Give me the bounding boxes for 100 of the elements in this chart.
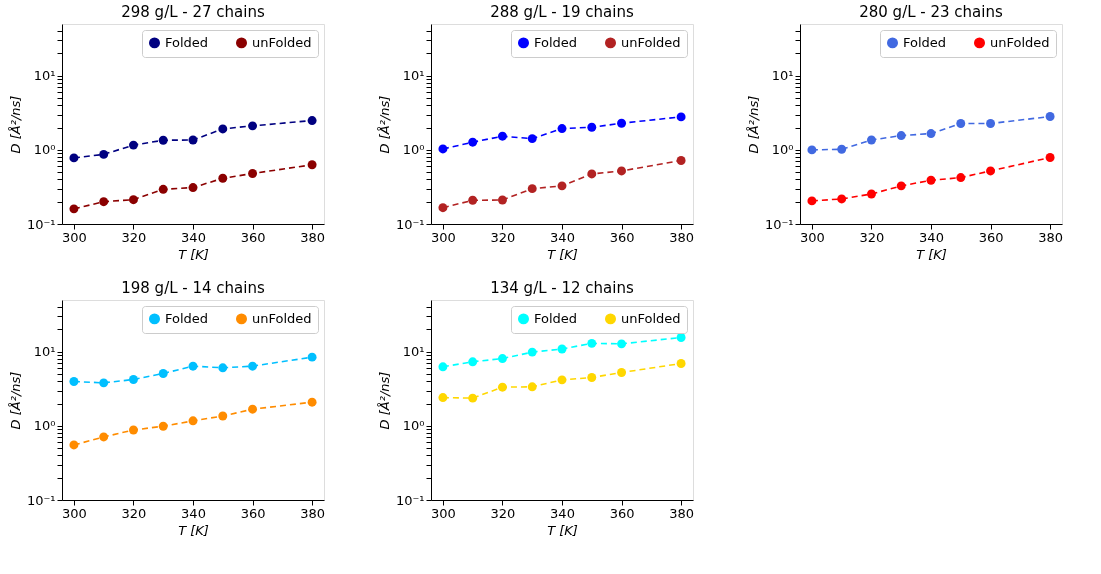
point: [468, 357, 478, 367]
point: [587, 122, 597, 132]
x-tick-label: 380: [669, 505, 695, 521]
point: [128, 140, 138, 150]
point: [807, 196, 817, 206]
x-tick-label: 300: [62, 229, 87, 245]
point: [676, 333, 686, 342]
point: [956, 119, 966, 128]
point: [99, 197, 109, 207]
point: [438, 144, 448, 154]
point: [676, 359, 686, 368]
point: [128, 375, 138, 384]
point: [896, 131, 906, 141]
y-tick-label: 10⁻¹: [395, 216, 425, 232]
legend-label: unFolded: [621, 310, 681, 326]
point: [676, 156, 686, 165]
chart-title: 198 g/L - 14 chains: [121, 279, 265, 297]
legend-label: Folded: [903, 34, 947, 50]
y-tick-label: 10¹: [402, 68, 425, 84]
x-tick-label: 300: [431, 229, 456, 245]
y-tick-label: 10⁰: [771, 142, 794, 158]
point: [557, 344, 567, 354]
point: [1045, 112, 1055, 121]
point: [617, 368, 627, 377]
y-axis-title: D [Å²/ns]: [376, 371, 392, 430]
point: [218, 173, 228, 183]
point: [926, 175, 936, 185]
x-tick-label: 300: [800, 229, 825, 245]
legend-label: unFolded: [252, 34, 312, 50]
point: [69, 153, 79, 163]
point: [69, 440, 79, 450]
point: [307, 397, 317, 407]
point: [188, 416, 198, 426]
y-tick-label: 10⁰: [33, 142, 56, 158]
x-tick-label: 340: [550, 229, 575, 245]
y-tick-label: 10⁻¹: [26, 492, 56, 508]
point: [218, 124, 228, 134]
x-tick-label: 380: [669, 229, 695, 245]
x-tick-label: 360: [240, 229, 266, 245]
point: [497, 131, 507, 141]
y-tick-label: 10¹: [33, 68, 56, 84]
x-tick-label: 320: [490, 505, 516, 521]
x-axis-title: T [K]: [178, 246, 209, 262]
point: [587, 169, 597, 179]
legend-label: Folded: [534, 310, 578, 326]
point: [956, 173, 966, 183]
point: [438, 362, 448, 372]
x-tick-label: 300: [62, 505, 87, 521]
legend-label: Folded: [534, 34, 578, 50]
x-tick-label: 380: [300, 229, 325, 245]
x-tick-label: 360: [240, 505, 266, 521]
legend-label: unFolded: [621, 34, 681, 50]
point: [69, 377, 79, 386]
point: [218, 411, 228, 421]
point: [188, 361, 198, 371]
legend-label: Folded: [165, 310, 209, 326]
point: [837, 194, 847, 204]
point: [307, 352, 317, 362]
x-tick-label: 320: [859, 229, 885, 245]
point: [1045, 153, 1055, 162]
point: [587, 373, 597, 382]
x-tick-label: 320: [121, 505, 147, 521]
point: [99, 378, 109, 388]
y-tick-label: 10⁻¹: [764, 216, 794, 232]
point: [307, 160, 317, 170]
legend-label: unFolded: [252, 310, 312, 326]
x-axis-title: T [K]: [178, 522, 209, 538]
point: [527, 382, 537, 392]
point: [896, 181, 906, 191]
point: [158, 135, 168, 145]
chart-title: 298 g/L - 27 chains: [121, 3, 265, 21]
point: [497, 354, 507, 364]
y-tick-label: 10⁻¹: [26, 216, 56, 232]
point: [986, 166, 996, 176]
x-tick-label: 340: [181, 505, 206, 521]
point: [527, 347, 537, 357]
y-axis-title: D [Å²/ns]: [7, 371, 23, 430]
point: [557, 375, 567, 385]
point: [158, 369, 168, 378]
point: [866, 135, 876, 145]
y-tick-label: 10⁰: [402, 142, 425, 158]
point: [497, 195, 507, 205]
point: [128, 425, 138, 435]
x-axis-title: T [K]: [547, 246, 578, 262]
point: [99, 149, 109, 159]
point: [837, 144, 847, 154]
point: [99, 432, 109, 442]
point: [248, 404, 258, 414]
x-tick-label: 340: [550, 505, 575, 521]
point: [468, 195, 478, 205]
point: [438, 203, 448, 213]
point: [617, 118, 627, 128]
chart-title: 288 g/L - 19 chains: [490, 3, 634, 21]
point: [527, 134, 537, 144]
point: [557, 124, 567, 134]
point: [158, 184, 168, 194]
point: [307, 116, 317, 125]
point: [617, 166, 627, 176]
point: [128, 195, 138, 205]
y-tick-label: 10¹: [402, 344, 425, 360]
